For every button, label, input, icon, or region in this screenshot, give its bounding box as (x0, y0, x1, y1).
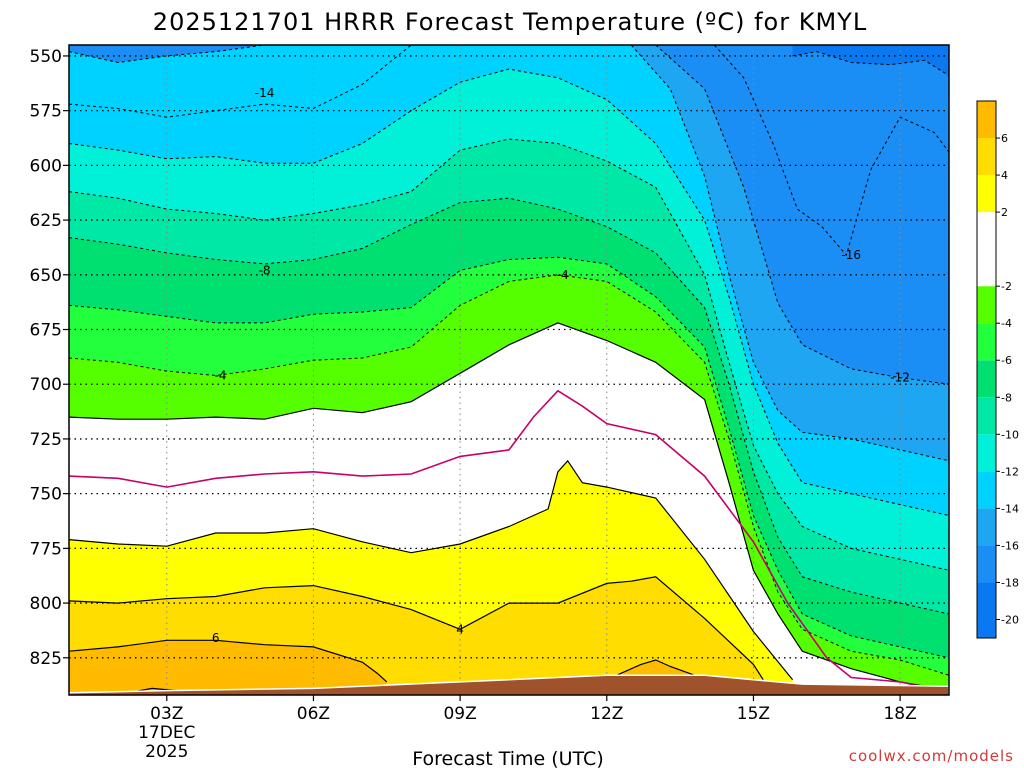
isotherm-m6-9 (69, 256, 949, 659)
colorbar-swatch-1 (977, 582, 996, 620)
temp-band-m18-right (714, 45, 949, 256)
colorbar-swatch-13 (977, 101, 996, 139)
y-axis: 550 575 600 625 650 675 700 725 750 775 800 825 (30, 47, 69, 669)
isotherm-m8-8 (69, 197, 949, 615)
contour-label-3: -4 (557, 268, 569, 282)
contour-label-7: 4 (456, 622, 464, 636)
colorbar-label-6: 6 (1001, 132, 1008, 145)
contour-label-2: -8 (259, 263, 271, 277)
colorbar-label--18: -18 (1001, 576, 1019, 589)
colorbar-label--6: -6 (1001, 354, 1012, 367)
isotherm-m12-6 (69, 68, 949, 516)
x-tick-sublabel-3-0: 17DEC (138, 723, 195, 743)
x-tick-label-12: 12Z (590, 704, 623, 724)
y-tick-label-575: 575 (30, 102, 62, 122)
isotherm-m4-10 (69, 274, 949, 676)
isotherm-m14-5 (630, 45, 949, 462)
y-tick-label-750: 750 (30, 485, 62, 505)
x-axis-label: Forecast Time (UTC) (412, 748, 603, 768)
temp-band-m18-top (69, 45, 265, 63)
isotherm-6-15 (69, 639, 388, 683)
x-tick-label-15: 15Z (737, 704, 770, 724)
isotherm-6-16 (616, 659, 696, 676)
y-tick-label-625: 625 (30, 211, 62, 231)
colorbar: 6 4 2 -2 -4 -6 -8 -10 -12 -14 -16 -18 -20 (976, 100, 1019, 639)
colorbar-swatch-0 (977, 619, 996, 638)
x-tick-label-3: 03Z (150, 704, 183, 724)
colorbar-swatch-11 (977, 175, 996, 213)
colorbar-swatch-12 (977, 138, 996, 176)
temp-band-6-0 (69, 640, 387, 695)
colorbar-label-4: 4 (1001, 169, 1008, 182)
colorbar-label--16: -16 (1001, 539, 1019, 552)
y-tick-label-800: 800 (30, 594, 62, 614)
isotherm-m10-7 (69, 138, 949, 571)
colorbar-label--8: -8 (1001, 391, 1012, 404)
x-tick-label-9: 09Z (443, 704, 476, 724)
colorbar-swatch-2 (977, 545, 996, 583)
contour-label-1: -16 (841, 248, 861, 262)
isotherm-m2-11 (69, 322, 949, 692)
y-tick-label-700: 700 (30, 375, 62, 395)
colorbar-label--10: -10 (1001, 428, 1019, 441)
temp-band-m20-over (792, 45, 949, 76)
chart-title: 2025121701 HRRR Forecast Temperature (ºC… (153, 8, 867, 36)
colorbar-label--2: -2 (1001, 280, 1012, 293)
contour-label-5: -12 (890, 371, 910, 385)
colorbar-swatch-4 (977, 471, 996, 509)
plot-area: -14 -16 -8 -4 -4 -12 6 4 (69, 45, 949, 695)
y-tick-label-775: 775 (30, 539, 62, 559)
colorbar-border (976, 100, 997, 639)
colorbar-label-2: 2 (1001, 206, 1008, 219)
colorbar-swatch-6 (977, 397, 996, 435)
colorbar-label--12: -12 (1001, 465, 1019, 478)
colorbar-swatch-3 (977, 508, 996, 546)
y-tick-label-725: 725 (30, 430, 62, 450)
isotherm-m18-1 (713, 45, 949, 257)
isotherm-m20-0 (792, 51, 949, 77)
y-tick-label-650: 650 (30, 266, 62, 286)
y-tick-label-550: 550 (30, 47, 62, 67)
colorbar-label--4: -4 (1001, 317, 1012, 330)
x-tick-sublabel-3-1: 2025 (145, 742, 188, 762)
colorbar-swatch-7 (977, 360, 996, 398)
colorbar-label--14: -14 (1001, 502, 1019, 515)
y-tick-label-600: 600 (30, 156, 62, 176)
contour-label-4: -4 (215, 368, 227, 382)
isotherm-m16-2 (69, 45, 265, 64)
isotherm-2-13 (69, 459, 794, 681)
colorbar-swatch-5 (977, 434, 996, 472)
colorbar-swatch-10 (977, 212, 996, 287)
colorbar-swatch-8 (977, 323, 996, 361)
x-tick-label-18: 18Z (883, 704, 916, 724)
contour-label-6: 6 (212, 631, 220, 645)
isotherm-0-12 (69, 389, 920, 687)
contour-label-0: -14 (255, 86, 275, 100)
credit-text: coolwx.com/models (849, 747, 1014, 765)
plot-border (68, 44, 950, 696)
y-tick-label-825: 825 (30, 649, 62, 669)
y-tick-label-675: 675 (30, 321, 62, 341)
colorbar-swatch-9 (977, 286, 996, 324)
isotherm-4-14 (69, 576, 764, 681)
terrain-ground (69, 674, 949, 695)
colorbar-label--20: -20 (1001, 613, 1019, 626)
x-tick-label-6: 06Z (297, 704, 330, 724)
